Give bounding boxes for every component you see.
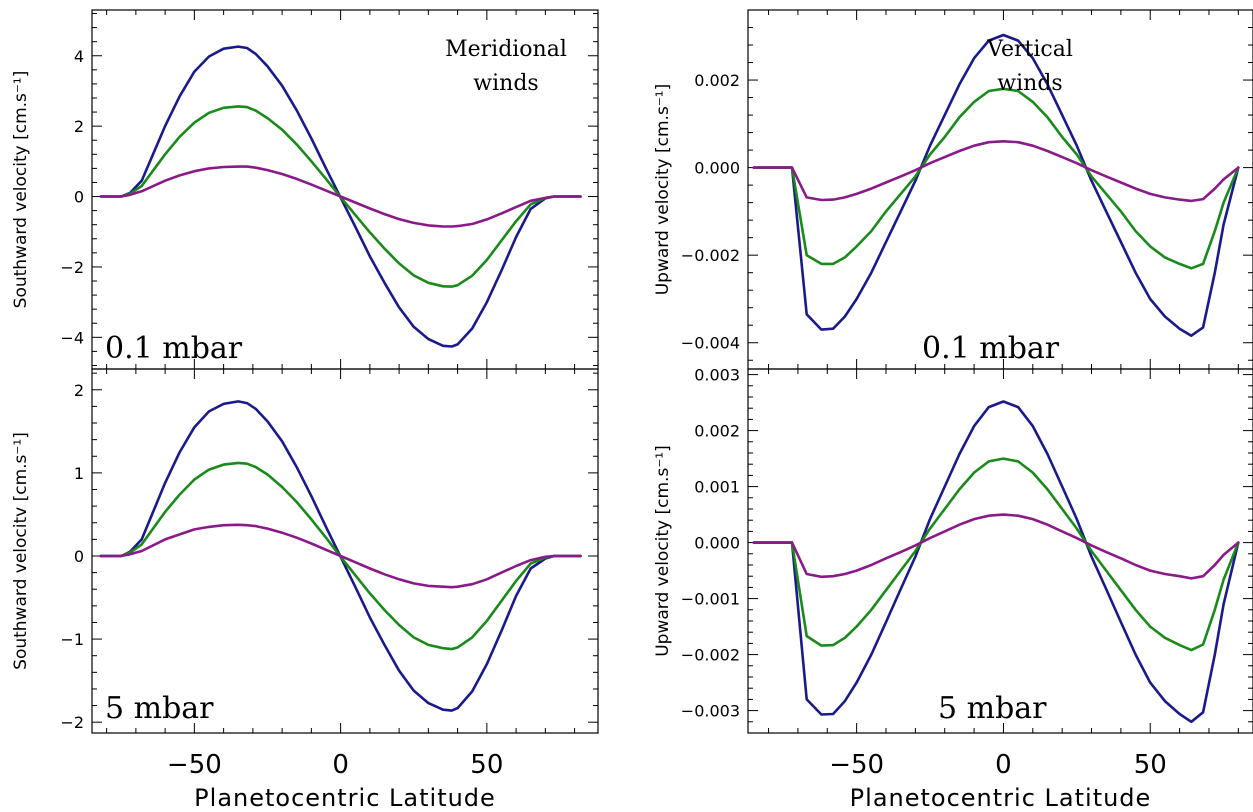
series-line-2 [752,513,1240,580]
ytick-label: 0.002 [694,422,740,441]
ytick-label: 1 [74,464,84,483]
plot-frame [91,368,599,734]
ytick-label: 4 [74,47,84,66]
ytick-label: −0.002 [681,646,740,665]
corner-label: Meridional [445,37,567,62]
series-line-0 [752,33,1240,338]
ytick-label: −4 [60,328,84,347]
ytick-label: −0.001 [681,590,740,609]
plot-frame [747,9,1253,370]
series-line-1 [99,461,582,651]
series-line-1 [752,87,1240,270]
panel-vertical-5-mbar: −0.003 −0.002 −0.001 0.000 0.001 0.002 0.003 −5… [653,366,1253,812]
xtick-label: 0 [995,750,1012,780]
pressure-annotation: 0.1 mbar [105,331,243,366]
x-axis-title: Planetocentric Latitude [850,784,1152,812]
ytick-label: 2 [74,117,84,136]
series-line-0 [99,400,582,712]
series-line-2 [99,523,582,589]
corner-label: Vertical [986,37,1073,62]
ytick-label: 0 [74,547,84,566]
y-axis-title: Upward velocity [cm.s⁻¹] [653,445,673,657]
corner-label: winds [473,71,538,96]
xtick-label: −50 [829,750,884,780]
ytick-label: −0.002 [681,246,740,265]
series-line-2 [99,165,582,228]
y-axis-title: Southward velocitv [cm.s⁻¹] [11,432,31,670]
pressure-annotation: 0.1 mbar [922,331,1060,366]
series-line-0 [752,400,1240,724]
ytick-label: 0 [74,188,84,207]
ytick-label: 0.003 [694,366,740,385]
xtick-label: 50 [470,750,503,780]
panel-meridional-0-1-mbar: −4 −2 0 2 4 Southward velocity [cm.s⁻¹] 0.1 mb… [11,9,599,370]
ytick-label: −0.004 [681,334,740,353]
pressure-annotation: 5 mbar [105,691,214,726]
ytick-label: 0.002 [694,71,740,90]
ytick-label: 2 [74,381,84,400]
panel-meridional-5-mbar: −2 −1 0 1 2 −50 0 50 Planetocentric Latitude Sout… [11,368,599,812]
xtick-label: 50 [1134,750,1167,780]
y-axis-title: Southward velocity [cm.s⁻¹] [11,71,31,309]
series-line-0 [99,45,582,348]
xtick-label: 0 [332,750,349,780]
ytick-label: 0.000 [694,534,740,553]
pressure-annotation: 5 mbar [938,691,1047,726]
ytick-label: −2 [60,713,84,732]
plot-frame [747,368,1253,734]
ytick-label: −2 [60,258,84,277]
plot-frame [91,9,599,370]
x-axis-title: Planetocentric Latitude [194,784,496,812]
series-line-1 [99,105,582,288]
series-line-2 [752,140,1240,203]
panel-vertical-0-1-mbar: −0.004 −0.002 0.000 0.002 Upward velocity [c… [653,9,1253,370]
y-axis-title: Upward velocity [cm.s⁻¹] [653,84,673,296]
ytick-label: −0.003 [681,702,740,721]
ytick-label: 0.001 [694,478,740,497]
series-line-1 [752,457,1240,652]
xtick-label: −50 [167,750,222,780]
corner-label: winds [997,71,1062,96]
ytick-label: 0.000 [694,159,740,178]
ytick-label: −1 [60,630,84,649]
